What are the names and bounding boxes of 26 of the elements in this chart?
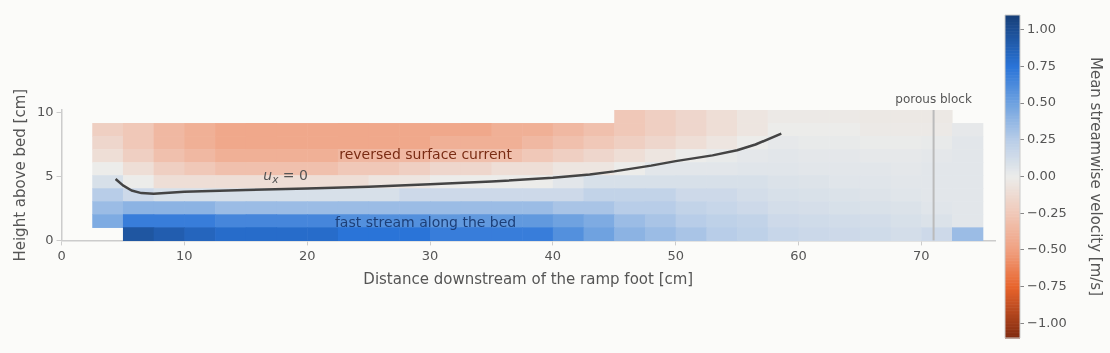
x-tick-label: 40 xyxy=(544,247,562,263)
x-tick-label: 70 xyxy=(913,247,930,263)
color-bar-label: −0.75 xyxy=(1027,277,1067,293)
annotation: fast stream along the bed xyxy=(334,214,517,231)
color-bar-label: 0.50 xyxy=(1027,94,1056,110)
y-tick-label: 0 xyxy=(45,231,54,247)
y-tick-label: 10 xyxy=(37,103,54,119)
color-bar-label: 1.00 xyxy=(1027,21,1056,37)
x-axis-title: Distance downstream of the ramp foot [cm] xyxy=(363,269,694,288)
x-tick-label: 10 xyxy=(176,247,193,263)
color-bar-label: −0.50 xyxy=(1027,241,1067,257)
x-tick-label: 0 xyxy=(57,247,66,263)
color-bar-title: Mean streamwise velocity [m/s] xyxy=(1087,56,1106,297)
x-tick-label: 20 xyxy=(298,247,316,263)
color-bar-label: −0.25 xyxy=(1027,204,1067,220)
annotation: reversed surface current xyxy=(339,146,513,163)
color-bar-label: 0.25 xyxy=(1027,131,1056,147)
x-tick-label: 60 xyxy=(790,247,807,263)
color-bar-label: 0.00 xyxy=(1027,167,1056,183)
x-tick-label: 50 xyxy=(667,247,684,263)
color-bar-label: −1.00 xyxy=(1027,314,1067,330)
y-axis-title: Height above bed [cm] xyxy=(10,88,29,262)
ref-line-label: porous block xyxy=(895,92,972,107)
x-tick-label: 30 xyxy=(421,247,439,263)
y-tick-label: 5 xyxy=(45,167,54,183)
color-bar-label: 0.75 xyxy=(1027,57,1056,73)
